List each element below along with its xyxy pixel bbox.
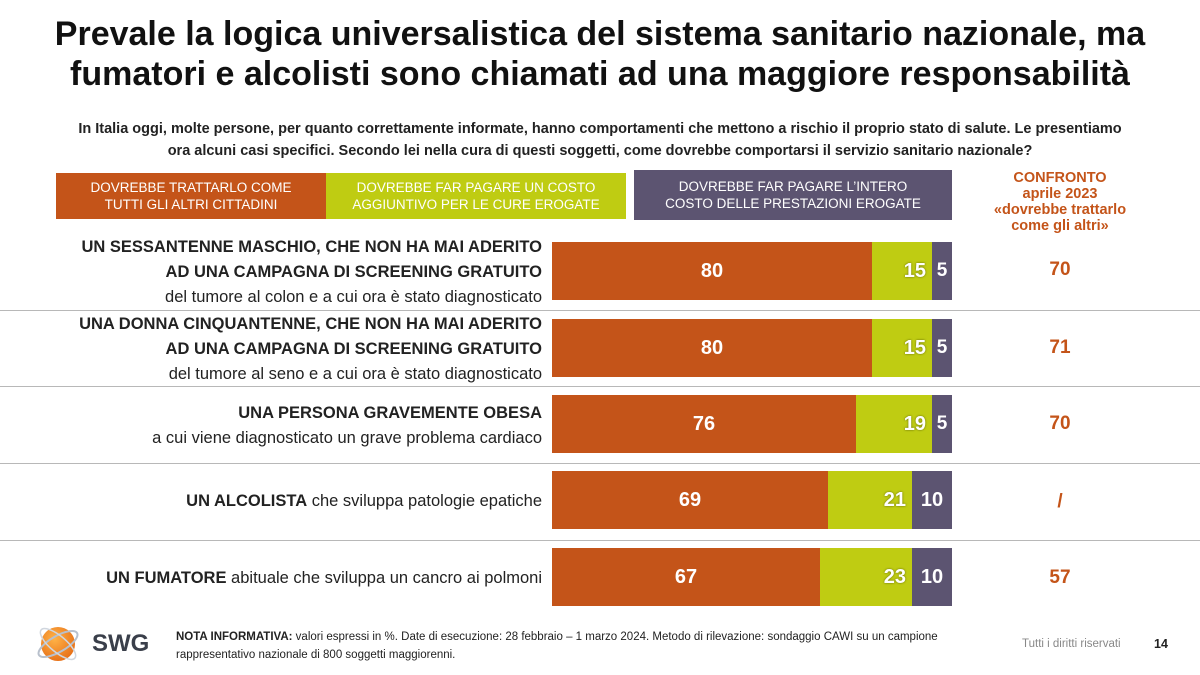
- row-label-bold: UN SESSANTENNE MASCHIO, CHE NON HA MAI A…: [81, 238, 542, 256]
- row-divider: [0, 386, 1200, 387]
- globe-icon: [37, 627, 79, 661]
- comparison-header-line: come gli altri»: [1011, 218, 1109, 234]
- row-label-3: UNA PERSONA GRAVEMENTE OBESA a cui viene…: [20, 401, 542, 451]
- question-line-1: In Italia oggi, molte persone, per quant…: [78, 121, 1122, 137]
- bar-value-label: 19: [903, 412, 926, 435]
- bar-treat-equally-row-4: 69: [552, 471, 828, 529]
- legend-item-treat-equally: DOVREBBE TRATTARLO COME TUTTI GLI ALTRI …: [56, 173, 326, 219]
- swg-logo: SWG: [34, 620, 149, 668]
- row-label-bold: AD UNA CAMPAGNA DI SCREENING GRATUITO: [165, 340, 542, 358]
- comparison-header-line: aprile 2023: [1022, 186, 1098, 202]
- question-text: In Italia oggi, molte persone, per quant…: [20, 118, 1180, 162]
- row-divider: [0, 310, 1200, 311]
- row-label-1: UN SESSANTENNE MASCHIO, CHE NON HA MAI A…: [20, 235, 542, 310]
- bar-additional-cost-row-3: 19: [856, 395, 932, 453]
- bar-full-cost-row-4: 10: [912, 471, 952, 529]
- row-label-bold: UN FUMATORE: [106, 569, 227, 587]
- bar-full-cost-row-3: 5: [932, 395, 952, 453]
- comparison-header: CONFRONTO aprile 2023 «dovrebbe trattarl…: [980, 170, 1140, 234]
- title-line-2: fumatori e alcolisti sono chiamati ad un…: [70, 55, 1130, 93]
- bar-value-label: 76: [692, 412, 716, 435]
- bar-full-cost-row-5: 10: [912, 548, 952, 606]
- bar-additional-cost-row-4: 21: [828, 471, 912, 529]
- row-label-bold: UNA DONNA CINQUANTENNE, CHE NON HA MAI A…: [79, 315, 542, 333]
- legend-item-additional-cost: DOVREBBE FAR PAGARE UN COSTO AGGIUNTIVO …: [326, 173, 626, 219]
- comparison-value-5: 57: [1049, 567, 1071, 588]
- question-line-2: ora alcuni casi specifici. Secondo lei n…: [167, 143, 1033, 159]
- bar-value-label: 15: [903, 336, 926, 359]
- legend-label: DOVREBBE FAR PAGARE L’INTERO: [678, 179, 908, 194]
- legend-item-full-cost: DOVREBBE FAR PAGARE L’INTERO COSTO DELLE…: [634, 170, 952, 220]
- row-label-2: UNA DONNA CINQUANTENNE, CHE NON HA MAI A…: [20, 312, 542, 387]
- page-number: 14: [1154, 637, 1168, 651]
- comparison-header-line: CONFRONTO: [1013, 170, 1107, 186]
- row-label-bold: AD UNA CAMPAGNA DI SCREENING GRATUITO: [165, 263, 542, 281]
- bar-value-label: 23: [883, 565, 906, 588]
- legend-label: AGGIUNTIVO PER LE CURE EROGATE: [352, 197, 600, 212]
- comparison-value-3: 70: [1049, 413, 1071, 434]
- bar-value-label: 5: [936, 260, 948, 281]
- row-divider: [0, 463, 1200, 464]
- title-line-1: Prevale la logica universalistica del si…: [54, 15, 1146, 53]
- comparison-value-2: 71: [1049, 337, 1071, 358]
- legend-label: DOVREBBE TRATTARLO COME: [90, 180, 292, 195]
- bar-additional-cost-row-2: 15: [872, 319, 932, 377]
- bar-value-label: 80: [700, 336, 724, 359]
- row-label-4: UN ALCOLISTA che sviluppa patologie epat…: [20, 489, 542, 514]
- legend-label: DOVREBBE FAR PAGARE UN COSTO: [356, 180, 596, 195]
- bar-value-label: 5: [936, 413, 948, 434]
- bar-treat-equally-row-2: 80: [552, 319, 872, 377]
- bar-value-label: 69: [678, 488, 702, 511]
- row-label-5: UN FUMATORE abituale che sviluppa un can…: [20, 566, 542, 591]
- swg-logo-text: SWG: [92, 630, 150, 657]
- bar-treat-equally-row-3: 76: [552, 395, 856, 453]
- row-divider: [0, 540, 1200, 541]
- bar-treat-equally-row-5: 67: [552, 548, 820, 606]
- bar-value-label: 10: [920, 488, 944, 511]
- bar-treat-equally-row-1: 80: [552, 242, 872, 300]
- legend-label: TUTTI GLI ALTRI CITTADINI: [104, 197, 278, 212]
- legend-label: COSTO DELLE PRESTAZIONI EROGATE: [665, 196, 921, 211]
- footnote-label: NOTA INFORMATIVA:: [176, 631, 293, 643]
- page-title: Prevale la logica universalistica del si…: [20, 14, 1180, 94]
- bar-value-label: 10: [920, 565, 944, 588]
- comparison-value-4: /: [1057, 491, 1063, 512]
- row-label-normal: a cui viene diagnosticato un grave probl…: [152, 429, 542, 447]
- rights-reserved: Tutti i diritti riservati: [1022, 638, 1121, 650]
- row-label-normal: del tumore al seno e a cui ora è stato d…: [168, 365, 542, 383]
- bar-value-label: 21: [883, 488, 906, 511]
- footnote-text: valori espressi in %. Date di esecuzione…: [292, 631, 938, 643]
- row-label-bold: UNA PERSONA GRAVEMENTE OBESA: [238, 404, 542, 422]
- row-label-normal: che sviluppa patologie epatiche: [307, 492, 542, 510]
- comparison-value-1: 70: [1049, 259, 1071, 280]
- footnote: NOTA INFORMATIVA: valori espressi in %. …: [176, 628, 986, 664]
- row-label-normal: del tumore al colon e a cui ora è stato …: [165, 288, 542, 306]
- bar-value-label: 15: [903, 259, 926, 282]
- comparison-header-line: «dovrebbe trattarlo: [993, 202, 1127, 218]
- bar-value-label: 80: [700, 259, 724, 282]
- footnote-text-line2: rappresentativo nazionale di 800 soggett…: [176, 649, 456, 661]
- bar-value-label: 5: [936, 337, 948, 358]
- bar-additional-cost-row-5: 23: [820, 548, 912, 606]
- bar-full-cost-row-1: 5: [932, 242, 952, 300]
- row-label-normal: abituale che sviluppa un cancro ai polmo…: [226, 569, 542, 587]
- bar-additional-cost-row-1: 15: [872, 242, 932, 300]
- bar-value-label: 67: [674, 565, 698, 588]
- bar-full-cost-row-2: 5: [932, 319, 952, 377]
- row-label-bold: UN ALCOLISTA: [186, 492, 308, 510]
